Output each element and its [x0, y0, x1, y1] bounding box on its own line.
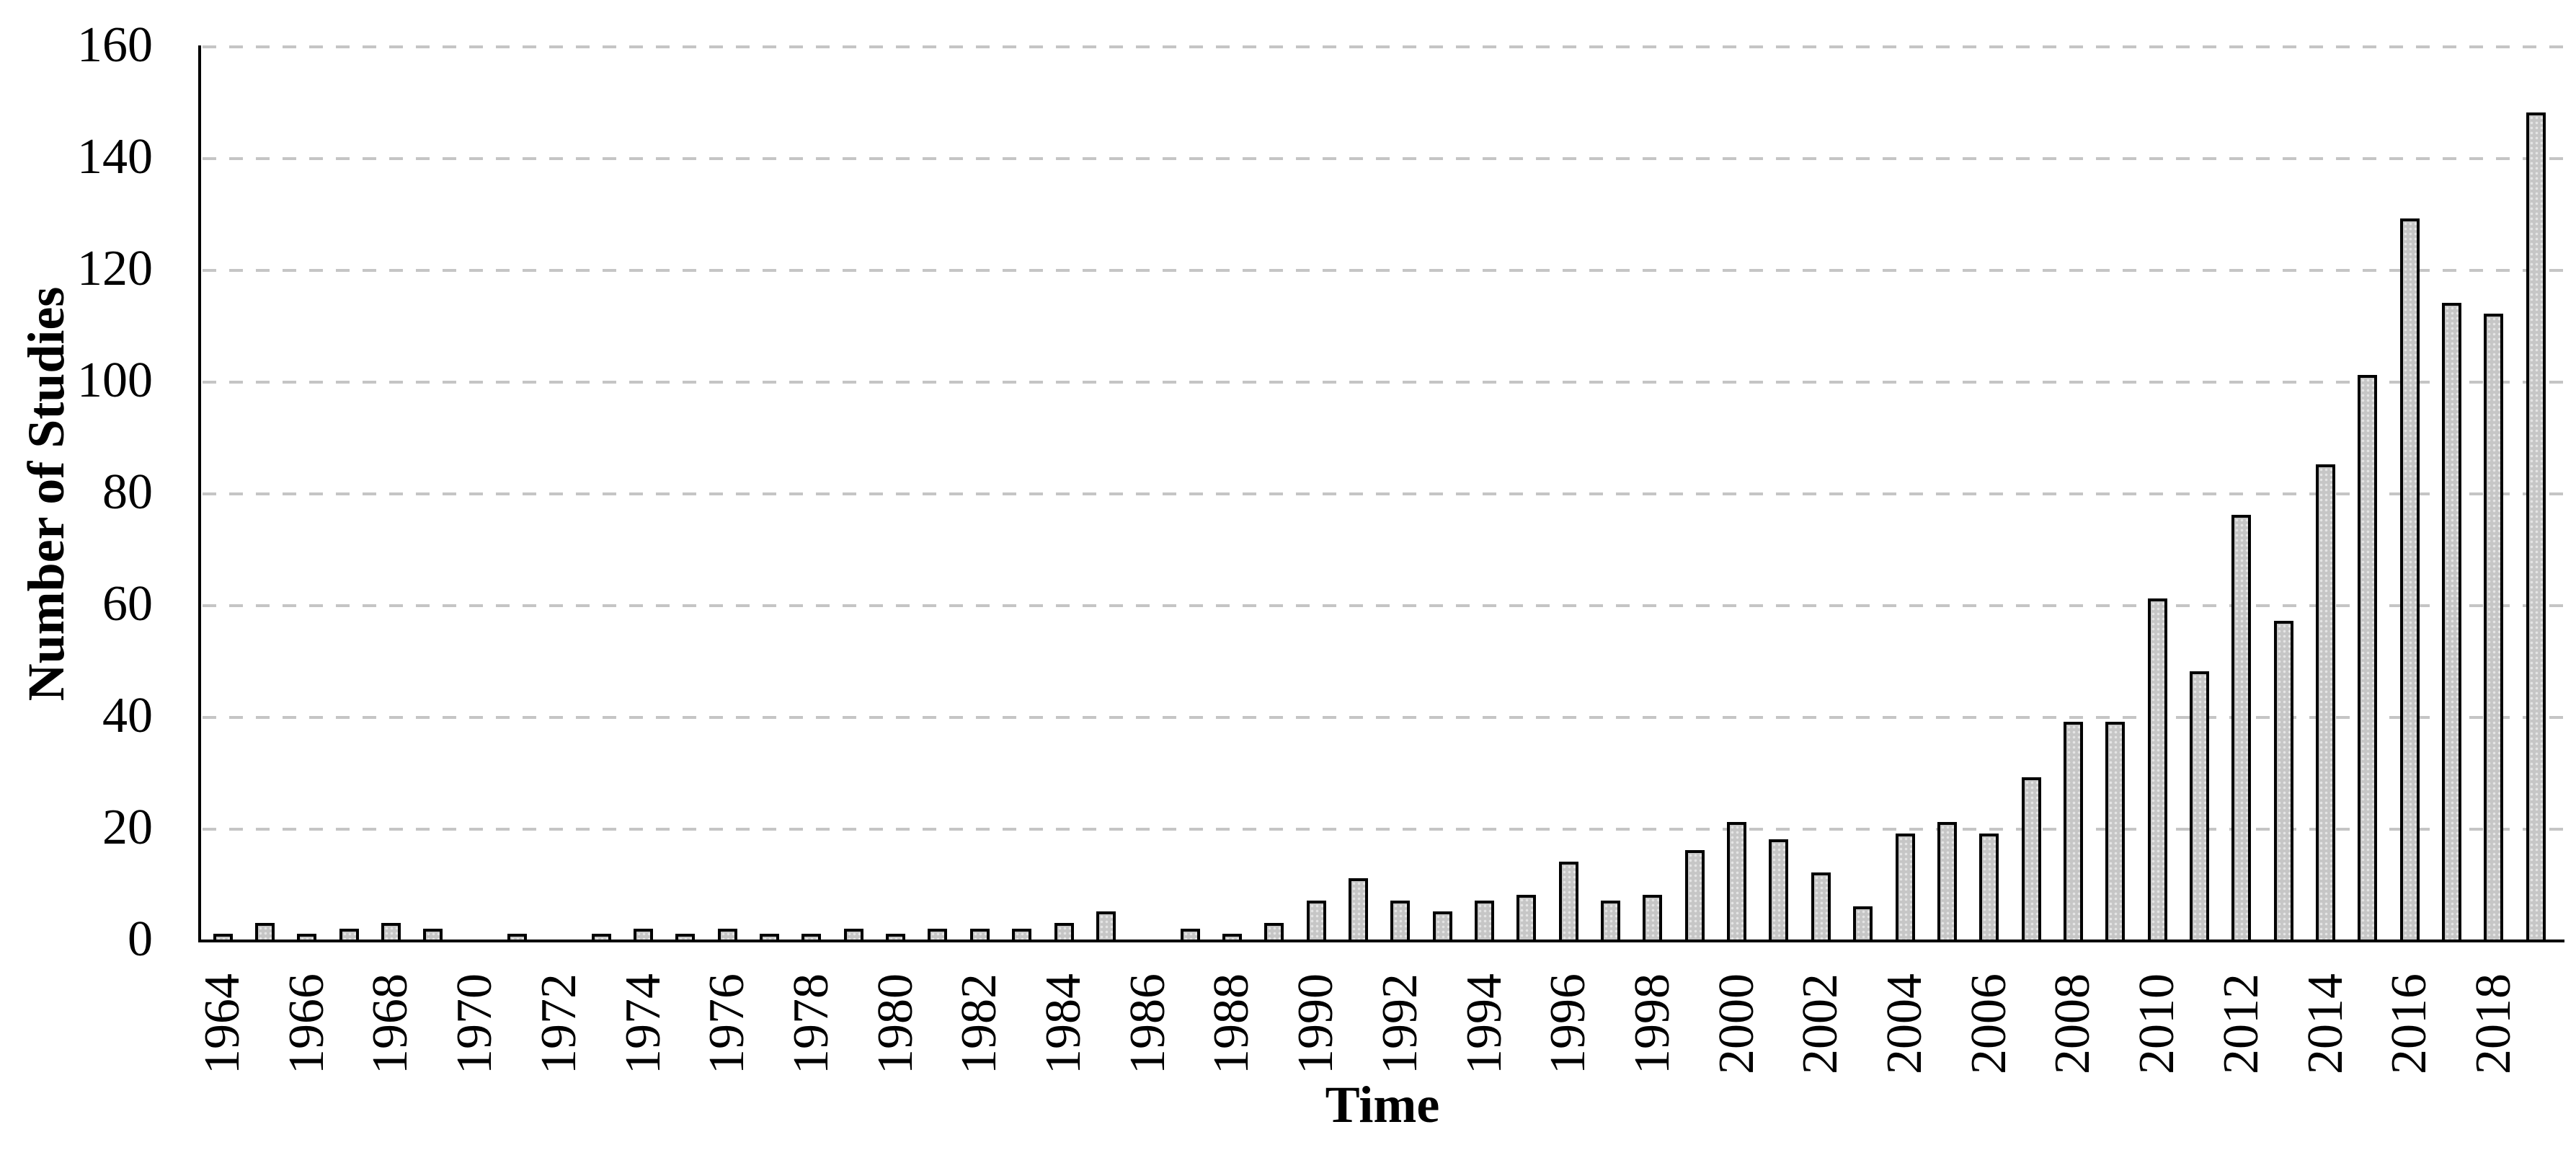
bar-2010: [2147, 598, 2167, 942]
y-tick-label-0: 0: [128, 911, 153, 967]
x-tick-label-1998: 1998: [1624, 973, 1680, 1074]
y-tick-label-140: 140: [77, 129, 153, 185]
x-tick-label-2004: 2004: [1877, 973, 1932, 1074]
y-tick-label-20: 20: [102, 800, 153, 855]
bar-1968: [381, 922, 401, 942]
x-tick-label-2008: 2008: [2045, 973, 2101, 1074]
x-tick-label-2012: 2012: [2213, 973, 2269, 1074]
bar-2008: [2063, 721, 2083, 942]
bar-1985: [1096, 911, 1116, 942]
y-axis-line: [198, 45, 201, 942]
bar-2001: [1769, 839, 1789, 942]
bar-2018: [2484, 314, 2504, 942]
bar-1999: [1684, 850, 1705, 942]
bar-2014: [2316, 464, 2335, 942]
x-tick-label-1964: 1964: [195, 973, 250, 1074]
x-tick-label-1986: 1986: [1119, 973, 1176, 1074]
x-tick-label-1974: 1974: [615, 973, 671, 1074]
bar-1983: [1012, 928, 1032, 942]
x-tick-label-1976: 1976: [699, 973, 755, 1074]
bar-1992: [1390, 900, 1411, 942]
gridline-140: [203, 157, 2564, 160]
bar-1981: [928, 928, 948, 942]
gridline-100: [203, 381, 2564, 384]
bar-1997: [1601, 900, 1621, 942]
x-tick-label-2016: 2016: [2381, 973, 2438, 1074]
bar-1994: [1475, 900, 1494, 942]
bar-2015: [2358, 375, 2378, 942]
x-tick-label-2018: 2018: [2465, 973, 2521, 1074]
x-tick-label-2014: 2014: [2297, 973, 2353, 1074]
y-tick-label-40: 40: [102, 688, 153, 743]
x-tick-label-1996: 1996: [1540, 973, 1596, 1074]
bar-2003: [1853, 906, 1873, 942]
bar-2017: [2442, 302, 2462, 942]
bar-2007: [2021, 777, 2041, 942]
x-axis-line: [198, 940, 2564, 942]
x-tick-label-2006: 2006: [1960, 973, 2017, 1074]
bar-2002: [1811, 872, 1831, 942]
x-tick-label-2002: 2002: [1793, 973, 1849, 1074]
x-tick-label-1992: 1992: [1372, 973, 1428, 1074]
y-tick-label-100: 100: [77, 353, 153, 408]
gridline-120: [203, 269, 2564, 272]
bar-1965: [254, 922, 275, 942]
bar-1982: [969, 928, 990, 942]
x-tick-label-1966: 1966: [278, 973, 334, 1074]
gridline-80: [203, 492, 2564, 495]
y-tick-label-60: 60: [102, 576, 153, 632]
bar-2006: [1979, 833, 1999, 942]
gridline-20: [203, 828, 2564, 831]
bar-2016: [2399, 218, 2420, 942]
bar-1996: [1558, 861, 1578, 942]
x-tick-label-1968: 1968: [363, 973, 419, 1074]
bar-2013: [2273, 621, 2293, 942]
bar-2005: [1937, 822, 1957, 942]
x-tick-label-1972: 1972: [530, 973, 587, 1074]
gridline-160: [203, 45, 2564, 48]
x-tick-label-1982: 1982: [951, 973, 1008, 1074]
x-axis-title: Time: [1325, 1076, 1440, 1133]
y-tick-label-120: 120: [77, 241, 153, 296]
gridline-60: [203, 604, 2564, 607]
x-tick-label-1980: 1980: [867, 973, 923, 1074]
bar-1991: [1348, 878, 1368, 942]
x-tick-label-1978: 1978: [783, 973, 839, 1074]
bar-1995: [1516, 895, 1537, 942]
x-tick-label-1988: 1988: [1204, 973, 1260, 1074]
gridline-40: [203, 716, 2564, 719]
bar-1998: [1643, 895, 1663, 942]
bar-2009: [2105, 721, 2126, 942]
x-tick-label-2010: 2010: [2129, 973, 2185, 1074]
x-tick-label-2000: 2000: [1708, 973, 1764, 1074]
bar-1987: [1180, 928, 1200, 942]
bar-1993: [1432, 911, 1452, 942]
x-tick-label-1990: 1990: [1288, 973, 1344, 1074]
bar-1990: [1306, 900, 1326, 942]
bar-2000: [1727, 822, 1747, 942]
y-tick-label-80: 80: [102, 464, 153, 520]
bar-2004: [1895, 833, 1915, 942]
bar-1969: [423, 928, 443, 942]
bar-2012: [2231, 515, 2252, 942]
y-tick-label-160: 160: [77, 17, 153, 73]
bar-2019: [2526, 112, 2546, 942]
bar-1974: [634, 928, 653, 942]
x-tick-label-1970: 1970: [447, 973, 503, 1074]
bar-2011: [2189, 671, 2209, 942]
x-tick-label-1994: 1994: [1456, 973, 1512, 1074]
x-tick-label-1984: 1984: [1036, 973, 1091, 1074]
